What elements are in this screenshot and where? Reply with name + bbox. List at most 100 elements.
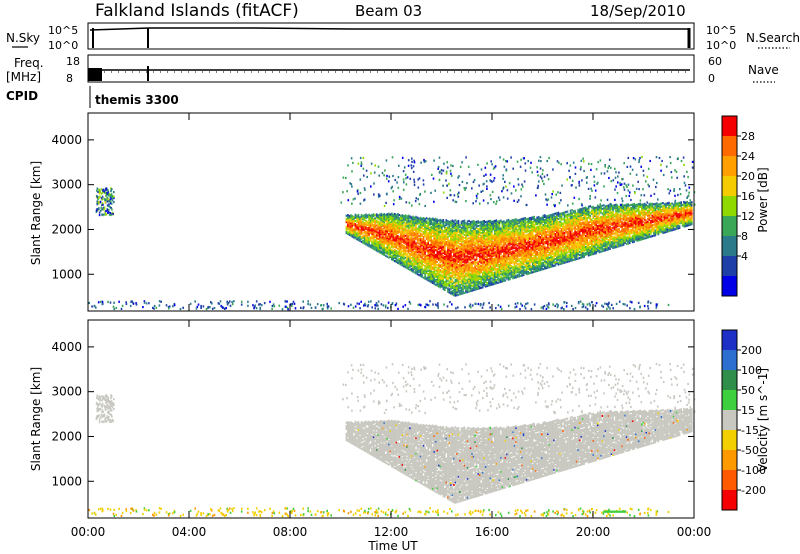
power-cell — [489, 221, 492, 224]
power-cell — [513, 273, 516, 276]
power-cell — [454, 224, 457, 227]
power-cell — [554, 251, 557, 254]
power-cell — [491, 250, 493, 253]
power-cell — [560, 235, 563, 238]
power-cell — [572, 210, 575, 213]
power-cell — [539, 254, 542, 257]
power-cell — [506, 228, 508, 231]
power-cell — [513, 224, 516, 228]
power-cell — [500, 263, 502, 266]
power-cell — [504, 223, 507, 226]
power-cell — [528, 250, 531, 253]
power-cell — [457, 274, 460, 277]
power-cell — [384, 215, 387, 218]
power-cell — [574, 212, 576, 216]
power-cell — [524, 235, 526, 238]
power-cell — [557, 228, 560, 232]
power-cell — [460, 259, 463, 262]
power-cell — [560, 251, 563, 254]
power-cell — [438, 269, 440, 272]
power-cell — [550, 242, 552, 245]
power-cell — [472, 242, 475, 245]
power-cell — [466, 221, 469, 225]
power-cell — [580, 223, 582, 226]
power-cell — [384, 231, 387, 234]
power-cell — [542, 257, 545, 260]
power-cell — [544, 264, 546, 267]
power-cell — [541, 248, 543, 251]
power-cell — [488, 239, 490, 242]
power-cell — [418, 255, 420, 258]
power-cell — [503, 228, 505, 231]
power-cell — [533, 240, 535, 244]
power-cell — [469, 258, 472, 261]
power-cell — [433, 245, 435, 248]
power-cell — [413, 247, 416, 250]
power-cell — [509, 271, 511, 274]
power-cell — [469, 222, 472, 225]
power-cell — [413, 238, 416, 241]
power-cell — [450, 231, 452, 234]
power-cell — [389, 249, 392, 252]
power-cell — [506, 225, 508, 228]
power-cell — [481, 272, 484, 275]
power-cell — [491, 242, 493, 245]
power-cell — [350, 229, 352, 233]
power-cell — [447, 263, 449, 267]
power-cell — [388, 232, 390, 236]
power-cell — [569, 223, 572, 226]
power-cell — [581, 229, 584, 232]
power-cell — [504, 224, 507, 227]
power-cell — [556, 243, 558, 246]
power-cell — [353, 230, 355, 233]
power-cell — [465, 236, 467, 239]
power-cell — [406, 224, 408, 227]
power-cell — [577, 212, 579, 215]
power-cell — [421, 253, 423, 256]
power-cell — [497, 245, 499, 248]
power-cell — [515, 240, 517, 243]
power-cell — [539, 225, 542, 228]
power-cell — [460, 245, 463, 248]
power-cell — [506, 271, 508, 274]
power-cell — [583, 229, 585, 232]
power-cell — [542, 225, 545, 228]
power-cell — [530, 254, 532, 257]
power-cell — [422, 276, 425, 279]
power-cell — [419, 273, 422, 276]
power-cell — [448, 277, 451, 280]
power-cell — [445, 277, 448, 280]
power-cell — [522, 222, 525, 225]
power-cell — [410, 239, 413, 242]
power-cell — [571, 223, 573, 226]
power-cell — [456, 270, 458, 273]
power-cell — [428, 222, 431, 225]
power-cell — [484, 271, 487, 274]
power-cell — [571, 253, 573, 256]
power-cell — [577, 243, 579, 246]
power-cell — [531, 264, 534, 268]
power-cell — [412, 246, 414, 250]
power-cell — [504, 251, 507, 254]
power-cell — [557, 247, 560, 250]
power-cell — [495, 269, 498, 272]
power-cell — [500, 243, 502, 246]
power-cell — [430, 268, 432, 271]
power-cell — [427, 241, 429, 244]
power-cell — [463, 280, 466, 283]
power-cell — [359, 228, 361, 232]
power-cell — [380, 227, 382, 230]
power-cell — [471, 225, 473, 228]
power-cell — [548, 242, 551, 245]
nsky-label: N.Sky — [6, 31, 40, 45]
power-cell — [421, 238, 423, 241]
power-cell — [439, 283, 442, 286]
power-cell — [418, 264, 420, 267]
power-cell — [438, 254, 440, 257]
power-cell — [368, 223, 370, 226]
power-cell — [434, 261, 437, 264]
power-cell — [548, 216, 551, 219]
power-cell — [430, 230, 432, 233]
power-cell — [484, 279, 487, 282]
power-cell — [559, 250, 561, 253]
